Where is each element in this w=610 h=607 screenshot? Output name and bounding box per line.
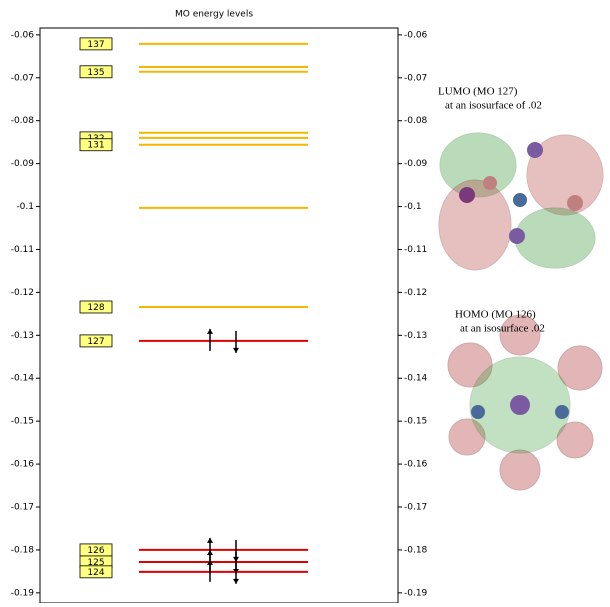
y-tick-label: -0.15	[11, 417, 34, 427]
plot-frame	[40, 28, 398, 603]
y-tick-label: -0.09	[11, 159, 35, 169]
y-tick-label: -0.1	[16, 202, 34, 212]
annotation: HOMO (MO 126)	[455, 309, 536, 321]
y-tick-label: -0.11	[11, 245, 34, 255]
y-tick-label: -0.19	[11, 588, 35, 598]
y2-tick-label: -0.15	[404, 417, 427, 427]
y-tick-label: -0.14	[11, 374, 35, 384]
y2-tick-label: -0.11	[404, 245, 427, 255]
level-label: 131	[87, 141, 104, 151]
level-label: 124	[87, 568, 104, 578]
y2-tick-label: -0.19	[404, 588, 428, 598]
homo-picture	[448, 315, 602, 490]
level-label: 135	[87, 68, 104, 78]
y2-tick-label: -0.18	[404, 545, 428, 555]
y2-tick-label: -0.16	[404, 460, 428, 470]
annotation: LUMO (MO 127)	[438, 86, 518, 98]
y2-tick-label: -0.09	[404, 159, 428, 169]
annotation: at an isosurface .02	[460, 323, 545, 335]
y2-tick-label: -0.12	[404, 288, 427, 298]
annotation: at an isosurface of .02	[445, 100, 542, 112]
y-tick-label: -0.06	[11, 30, 35, 40]
level-label: 128	[87, 303, 104, 313]
y2-tick-label: -0.13	[404, 331, 427, 341]
y-tick-label: -0.18	[11, 545, 35, 555]
y-tick-label: -0.12	[11, 288, 34, 298]
level-label: 127	[87, 337, 104, 347]
y-tick-label: -0.16	[11, 460, 35, 470]
level-label: 126	[87, 546, 104, 556]
level-label: 137	[87, 40, 104, 50]
y2-tick-label: -0.06	[404, 30, 428, 40]
y-tick-label: -0.08	[11, 116, 35, 126]
y-tick-label: -0.17	[11, 503, 34, 513]
y2-tick-label: -0.14	[404, 374, 428, 384]
y2-tick-label: -0.08	[404, 116, 428, 126]
y-tick-label: -0.13	[11, 331, 34, 341]
y2-tick-label: -0.17	[404, 503, 427, 513]
lumo-picture	[439, 133, 603, 270]
chart-title: MO energy levels	[175, 10, 253, 20]
y-tick-label: -0.07	[11, 73, 34, 83]
chart: MO energy levels LUMO (MO 127) at an iso…	[0, 0, 610, 603]
y2-tick-label: -0.07	[404, 73, 427, 83]
y2-tick-label: -0.1	[404, 202, 422, 212]
